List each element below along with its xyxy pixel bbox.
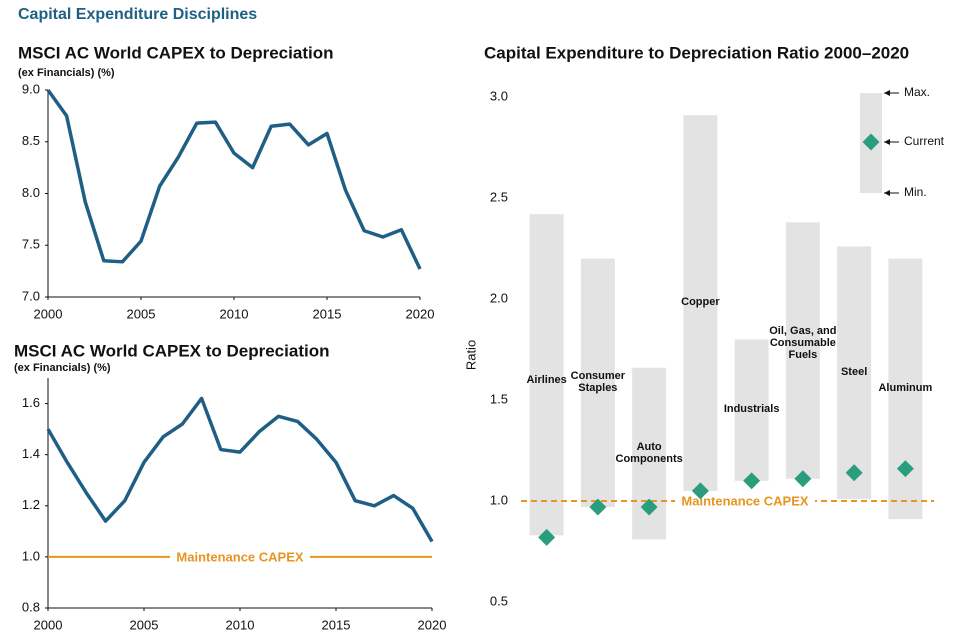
x-tick-label: 2005 — [127, 306, 156, 321]
x-tick-label: 2015 — [322, 617, 351, 632]
x-tick-label: 2015 — [313, 306, 342, 321]
chart-title: Capital Expenditure to Depreciation Rati… — [484, 43, 909, 62]
chart-subtitle: (ex Financials) (%) — [18, 67, 115, 79]
category-label: Consumer Staples — [570, 370, 626, 394]
range-bar — [734, 339, 769, 481]
y-tick-label: 8.5 — [22, 133, 40, 148]
range-bar — [580, 258, 615, 508]
range-bar — [785, 222, 820, 479]
current-marker — [896, 460, 914, 478]
label-background — [170, 548, 310, 565]
y-tick-label: 1.2 — [22, 497, 40, 512]
y-tick-label: 2.5 — [490, 189, 508, 204]
x-tick-label: 2010 — [220, 306, 249, 321]
category-label: Auto Components — [615, 441, 683, 465]
legend-arrowhead — [884, 90, 890, 96]
range-bar — [529, 214, 564, 536]
y-tick-label: 1.4 — [22, 446, 40, 461]
y-tick-label: 0.8 — [22, 599, 40, 614]
page-title: Capital Expenditure Disciplines — [18, 6, 257, 23]
chart-title: MSCI AC World CAPEX to Depreciation — [14, 341, 329, 360]
current-marker — [845, 464, 863, 482]
y-tick-label: 7.0 — [22, 288, 40, 303]
y-tick-label: 7.5 — [22, 237, 40, 252]
legend-marker — [862, 133, 880, 151]
data-line — [46, 396, 434, 543]
legend-label: Min. — [904, 185, 927, 199]
legend-arrowhead — [884, 139, 890, 145]
legend-label: Max. — [904, 85, 930, 99]
current-marker — [589, 498, 607, 516]
y-tick-label: 1.6 — [22, 395, 40, 410]
current-marker — [640, 498, 658, 516]
current-marker — [538, 528, 556, 546]
current-marker — [794, 470, 812, 488]
x-tick-label: 2000 — [34, 617, 63, 632]
y-tick-label: 3.0 — [490, 88, 508, 103]
current-marker — [691, 482, 709, 500]
y-axis-label: Ratio — [463, 340, 478, 370]
current-marker — [743, 472, 761, 490]
chart-title: MSCI AC World CAPEX to Depreciation — [18, 43, 333, 62]
category-label: Aluminum — [878, 382, 933, 394]
category-label: Copper — [681, 296, 720, 308]
x-tick-label: 2000 — [34, 306, 63, 321]
legend-label: Current — [904, 134, 945, 148]
y-tick-label: 1.0 — [490, 492, 508, 507]
category-label: Airlines — [526, 374, 567, 386]
label-background — [675, 493, 815, 509]
y-tick-label: 1.5 — [490, 391, 508, 406]
legend-arrowhead — [884, 190, 890, 196]
range-bar — [837, 246, 872, 499]
x-tick-label: 2020 — [406, 306, 435, 321]
y-tick-label: 8.0 — [22, 185, 40, 200]
x-tick-label: 2005 — [130, 617, 159, 632]
y-tick-label: 9.0 — [22, 81, 40, 96]
category-label: Industrials — [723, 403, 780, 415]
category-label: Steel — [840, 366, 868, 378]
data-line — [46, 88, 422, 270]
reference-label: Maintenance CAPEX — [681, 493, 808, 508]
y-tick-label: 2.0 — [490, 290, 508, 305]
category-label: Oil, Gas, and Consumable Fuels — [769, 325, 837, 361]
chart-subtitle: (ex Financials) (%) — [14, 362, 111, 374]
y-tick-label: 0.5 — [490, 593, 508, 608]
x-tick-label: 2010 — [226, 617, 255, 632]
x-tick-label: 2020 — [418, 617, 447, 632]
y-tick-label: 1.0 — [22, 548, 40, 563]
range-bar — [683, 115, 718, 491]
reference-label: Maintenance CAPEX — [176, 549, 303, 564]
